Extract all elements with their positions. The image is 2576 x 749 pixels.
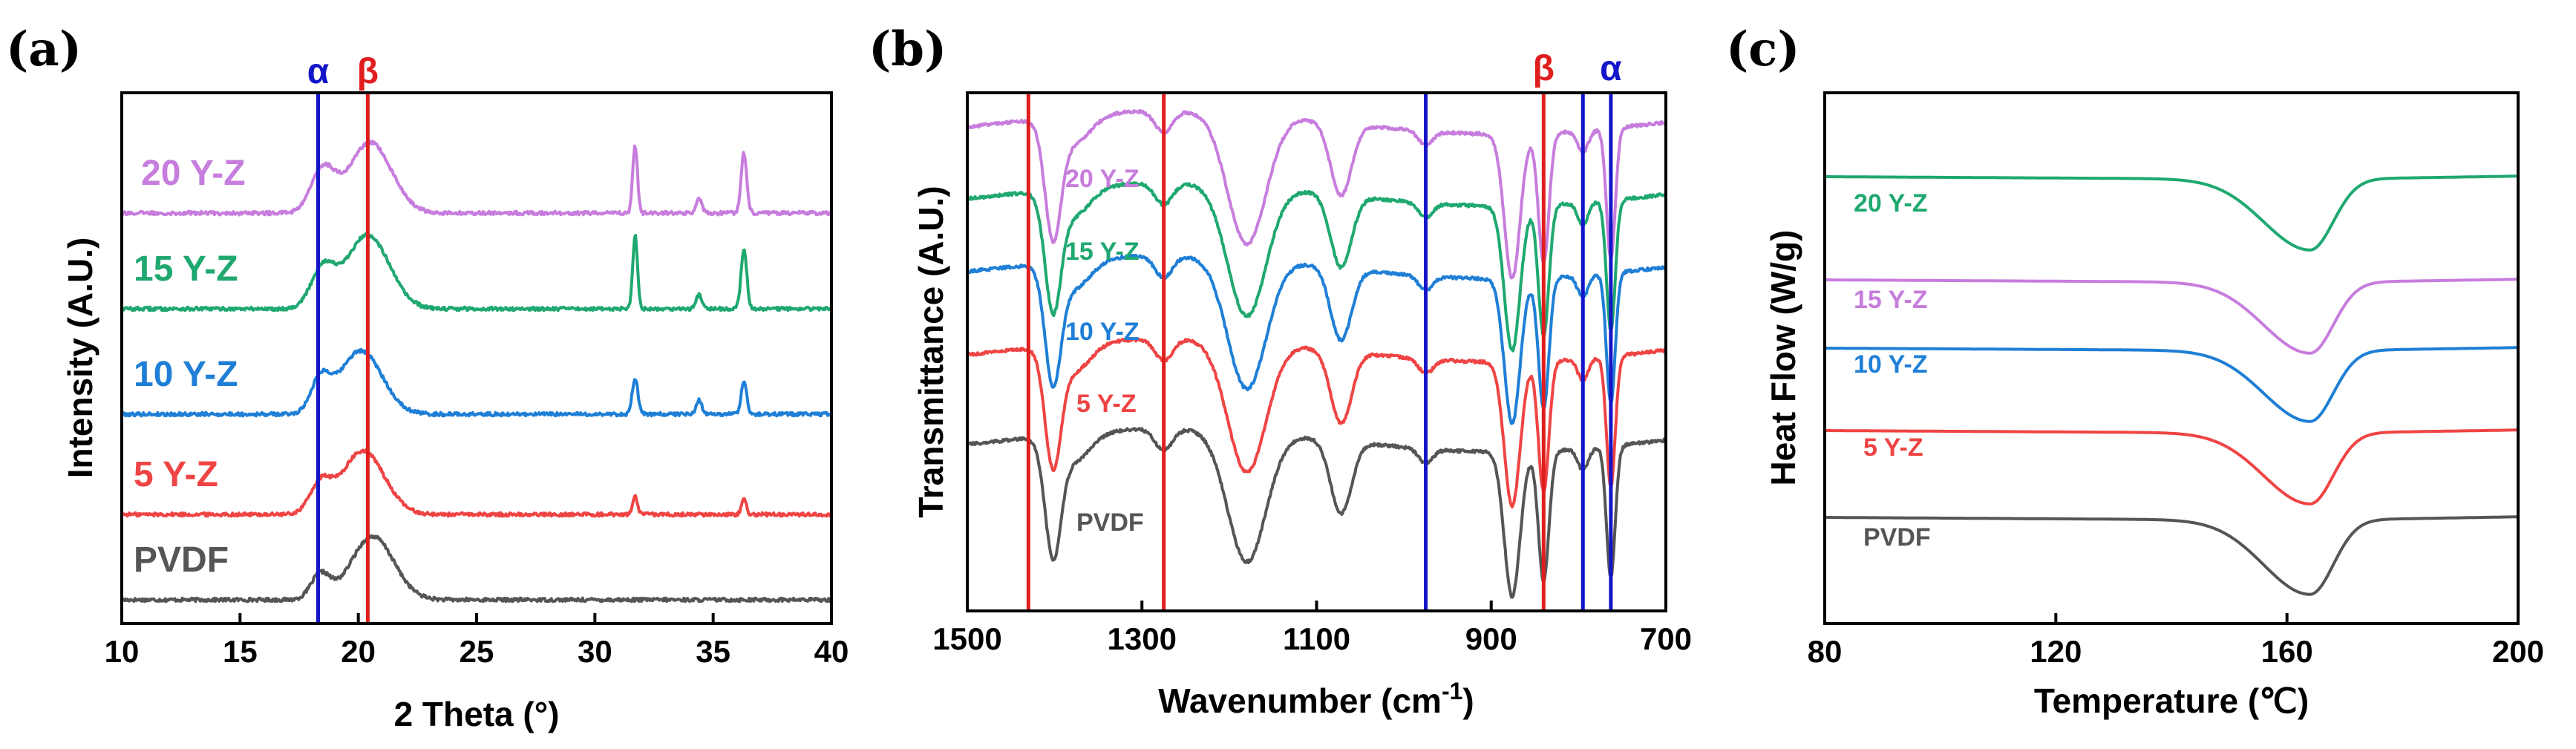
ftir-label-20-y-z: 20 Y-Z bbox=[1065, 165, 1140, 193]
panel-c-xtick-label: 160 bbox=[2261, 634, 2313, 669]
ftir-line-10-y-z bbox=[966, 253, 1667, 425]
xrd-line-15-y-z bbox=[121, 232, 832, 313]
panel-a-xtick-label: 35 bbox=[696, 634, 730, 669]
ftir-label-10-y-z: 10 Y-Z bbox=[1065, 318, 1140, 346]
panel-a-ylabel: Intensity (A.U.) bbox=[61, 238, 99, 479]
xrd-label-5-y-z: 5 Y-Z bbox=[134, 455, 218, 494]
panel-a-xtick-label: 25 bbox=[460, 634, 494, 669]
panel-a-frame bbox=[120, 91, 833, 625]
panel-a-label: (a) bbox=[6, 22, 82, 77]
xrd-label-pvdf: PVDF bbox=[134, 540, 229, 580]
panel-b-xtick-label: 700 bbox=[1640, 621, 1692, 656]
panel-a-xlabel: 2 Theta (°) bbox=[394, 695, 560, 733]
panel-b-xlabel-text: Wavenumber (cm bbox=[1158, 681, 1442, 720]
panel-b-xtick-label: 1100 bbox=[1283, 621, 1350, 656]
xrd-line-pvdf bbox=[120, 534, 832, 604]
ftir-label-15-y-z: 15 Y-Z bbox=[1065, 238, 1140, 266]
xrd-line-10-y-z bbox=[120, 347, 833, 418]
ftir-line-15-y-z bbox=[966, 181, 1667, 353]
dsc-label-pvdf: PVDF bbox=[1863, 523, 1931, 552]
ftir-line-5-y-z bbox=[966, 337, 1667, 508]
ftir-label-5-y-z: 5 Y-Z bbox=[1076, 390, 1137, 418]
dsc-line-10-y-z bbox=[1824, 346, 2519, 423]
panel-b-label: (b) bbox=[869, 22, 947, 77]
ftir-marker-alpha-label: α bbox=[1600, 49, 1622, 88]
xrd-marker-beta-label: β bbox=[357, 52, 379, 91]
panel-c-frame bbox=[1823, 91, 2520, 625]
xrd-line-5-y-z bbox=[120, 448, 833, 518]
panel-c-ylabel: Heat Flow (W/g) bbox=[1764, 230, 1802, 486]
dsc-label-15-y-z: 15 Y-Z bbox=[1854, 286, 1928, 314]
dsc-line-pvdf bbox=[1824, 515, 2519, 596]
xrd-label-15-y-z: 15 Y-Z bbox=[134, 249, 238, 289]
panel-c-xtick-label: 80 bbox=[1808, 634, 1843, 669]
dsc-label-20-y-z: 20 Y-Z bbox=[1854, 189, 1928, 217]
ftir-marker-beta-label: β bbox=[1533, 49, 1555, 88]
panel-b-frame bbox=[966, 91, 1667, 612]
panel-b-ylabel: Transmittance (A.U.) bbox=[912, 186, 950, 517]
panel-a-xtick-label: 15 bbox=[223, 634, 258, 669]
panel-a-xrd: (a) PVDF 5 Y-Z 10 Y-Z 15 Y-Z 20 Y-Z α β 10 15 20 2… bbox=[6, 22, 849, 733]
panel-c-label: (c) bbox=[1726, 22, 1800, 77]
ftir-label-pvdf: PVDF bbox=[1076, 508, 1144, 537]
panel-c-xtick-label: 200 bbox=[2492, 634, 2544, 669]
panel-b-xtick-label: 1500 bbox=[932, 621, 1001, 656]
dsc-label-5-y-z: 5 Y-Z bbox=[1863, 434, 1923, 462]
panel-b-ftir: (b) PVDF 5 Y-Z 10 Y-Z 15 Y-Z 20 Y-Z β α 1500 130… bbox=[869, 22, 1692, 720]
xrd-line-20-y-z bbox=[120, 140, 833, 217]
dsc-line-5-y-z bbox=[1824, 428, 2519, 506]
panel-a-xtick-label: 40 bbox=[814, 634, 849, 669]
panel-b-xlabel-sup: -1 bbox=[1442, 678, 1462, 704]
ftir-line-pvdf bbox=[966, 427, 1667, 599]
panel-a-xtick-label: 20 bbox=[341, 634, 376, 669]
panel-c-xlabel: Temperature (℃) bbox=[2034, 681, 2309, 720]
xrd-marker-alpha-label: α bbox=[307, 52, 330, 91]
panel-a-xtick-label: 30 bbox=[578, 634, 612, 669]
panel-b-xlabel-end: ) bbox=[1462, 681, 1474, 720]
dsc-line-20-y-z bbox=[1824, 174, 2519, 252]
ftir-line-20-y-z bbox=[967, 109, 1667, 280]
panel-b-xtick-label: 900 bbox=[1465, 621, 1517, 656]
panel-c-xtick-label: 120 bbox=[2030, 634, 2082, 669]
dsc-label-10-y-z: 10 Y-Z bbox=[1854, 350, 1928, 379]
panel-a-xtick-label: 10 bbox=[105, 634, 140, 669]
panel-b-xtick-label: 1300 bbox=[1108, 621, 1177, 656]
dsc-line-15-y-z bbox=[1824, 278, 2519, 355]
xrd-label-10-y-z: 10 Y-Z bbox=[134, 355, 238, 394]
panel-c-dsc: (c) PVDF 5 Y-Z 10 Y-Z 15 Y-Z 20 Y-Z 80 120 160 2… bbox=[1726, 22, 2544, 720]
xrd-label-20-y-z: 20 Y-Z bbox=[141, 154, 246, 193]
panel-b-xlabel: Wavenumber (cm-1) bbox=[1158, 678, 1474, 720]
